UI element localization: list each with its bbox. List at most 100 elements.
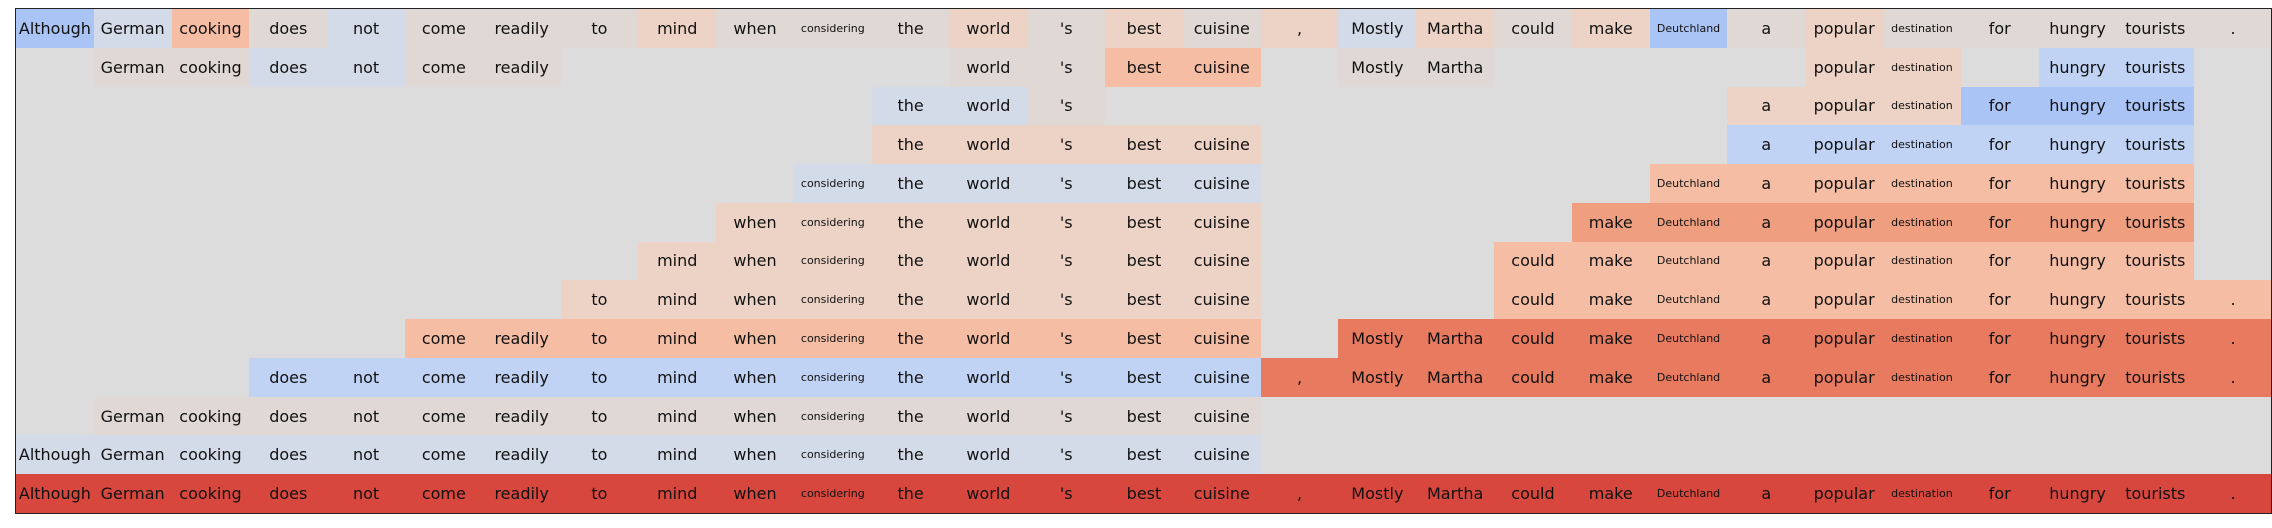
heatmap-row: the world's a popular destination for hungry to…	[16, 86, 2272, 126]
token-cell: 's	[1027, 202, 1106, 242]
token-cell: 's	[1027, 280, 1106, 320]
token-cell: best	[1105, 357, 1183, 397]
token-cell: does	[249, 9, 328, 48]
token-cell: could	[1494, 474, 1572, 513]
token-cell: hungry	[2038, 280, 2117, 320]
token-cell: 's	[1027, 319, 1106, 358]
token-cell: considering	[793, 164, 872, 203]
token-cell: cuisine	[1182, 9, 1261, 48]
token-cell: 's	[1027, 125, 1106, 165]
token-cell: the	[871, 474, 950, 513]
token-cell: readily	[482, 396, 561, 436]
token-cell: considering	[793, 280, 872, 320]
token-cell: not	[327, 474, 405, 513]
token-cell: make	[1571, 319, 1650, 358]
token-cell: Deutchland	[1649, 164, 1728, 203]
token-cell: Martha	[1416, 474, 1495, 513]
token-cell: best	[1105, 47, 1183, 87]
token-cell: come	[404, 396, 483, 436]
token-cell: to	[560, 396, 639, 436]
token-cell: world	[949, 202, 1028, 242]
token-cell: come	[404, 319, 483, 358]
token-cell: not	[327, 9, 405, 48]
token-cell: tourists	[2116, 319, 2195, 358]
token-cell: world	[949, 435, 1028, 475]
token-cell: hungry	[2038, 164, 2117, 203]
heatmap-row: the world's best cuisine a popular destination…	[16, 125, 2272, 165]
token-cell: destination	[1883, 319, 1961, 358]
token-cell: hungry	[2038, 319, 2117, 358]
token-cell: popular	[1805, 86, 1884, 126]
token-cell: when	[716, 435, 794, 475]
token-cell: ,	[1260, 9, 1339, 48]
token-cell: cooking	[171, 474, 250, 513]
token-cell: Although	[16, 435, 94, 475]
token-cell: hungry	[2038, 474, 2117, 513]
token-cell: for	[1960, 241, 2039, 281]
token-cell: cooking	[171, 396, 250, 436]
token-cell: for	[1960, 164, 2039, 203]
token-cell: German	[93, 474, 172, 513]
token-cell: readily	[482, 357, 561, 397]
token-cell: ,	[1260, 474, 1339, 513]
token-cell: the	[871, 396, 950, 436]
token-cell: to	[560, 9, 639, 48]
token-cell: does	[249, 435, 328, 475]
token-cell: best	[1105, 435, 1183, 475]
token-cell: Deutchland	[1649, 474, 1728, 513]
token-cell: best	[1105, 474, 1183, 513]
token-cell: cuisine	[1182, 474, 1261, 513]
token-cell: considering	[793, 357, 872, 397]
token-cell: Although	[16, 9, 94, 48]
token-cell: mind	[638, 241, 717, 281]
token-cell: hungry	[2038, 357, 2117, 397]
token-cell: popular	[1805, 202, 1884, 242]
token-cell: come	[404, 474, 483, 513]
token-cell: best	[1105, 202, 1183, 242]
token-cell: a	[1727, 474, 1806, 513]
token-cell: Deutchland	[1649, 241, 1728, 281]
token-cell: cuisine	[1182, 357, 1261, 397]
token-cell: popular	[1805, 164, 1884, 203]
token-cell: destination	[1883, 47, 1961, 87]
token-cell: come	[404, 9, 483, 48]
token-cell: considering	[793, 435, 872, 475]
token-cell: world	[949, 164, 1028, 203]
token-cell: the	[871, 202, 950, 242]
token-cell: Deutchland	[1649, 280, 1728, 320]
token-cell: destination	[1883, 241, 1961, 281]
token-cell: does	[249, 396, 328, 436]
heatmap-row: does not come readily to mind when considering t…	[16, 357, 2272, 397]
token-cell: tourists	[2116, 86, 2195, 126]
token-cell: 's	[1027, 9, 1106, 48]
token-cell: tourists	[2116, 280, 2195, 320]
token-cell: world	[949, 319, 1028, 358]
token-cell: for	[1960, 86, 2039, 126]
token-cell: the	[871, 86, 950, 126]
token-cell: mind	[638, 396, 717, 436]
token-cell: 's	[1027, 474, 1106, 513]
token-cell: Mostly	[1338, 474, 1417, 513]
token-cell: readily	[482, 9, 561, 48]
token-cell: cuisine	[1182, 435, 1261, 475]
token-cell: a	[1727, 241, 1806, 281]
token-cell: mind	[638, 474, 717, 513]
token-cell: the	[871, 435, 950, 475]
token-cell: could	[1494, 241, 1572, 281]
token-cell: the	[871, 9, 950, 48]
token-cell: cuisine	[1182, 47, 1261, 87]
token-cell: ,	[1260, 357, 1339, 397]
heatmap-row: to mind when considering the world's best cuisi…	[16, 280, 2272, 320]
token-cell: when	[716, 474, 794, 513]
token-cell: Mostly	[1338, 9, 1417, 48]
token-cell: does	[249, 47, 328, 87]
token-cell: make	[1571, 241, 1650, 281]
token-cell: popular	[1805, 241, 1884, 281]
token-cell: destination	[1883, 202, 1961, 242]
token-cell: a	[1727, 319, 1806, 358]
token-cell: a	[1727, 357, 1806, 397]
token-cell: popular	[1805, 357, 1884, 397]
token-cell: hungry	[2038, 9, 2117, 48]
token-cell: cuisine	[1182, 396, 1261, 436]
token-cell: popular	[1805, 47, 1884, 87]
